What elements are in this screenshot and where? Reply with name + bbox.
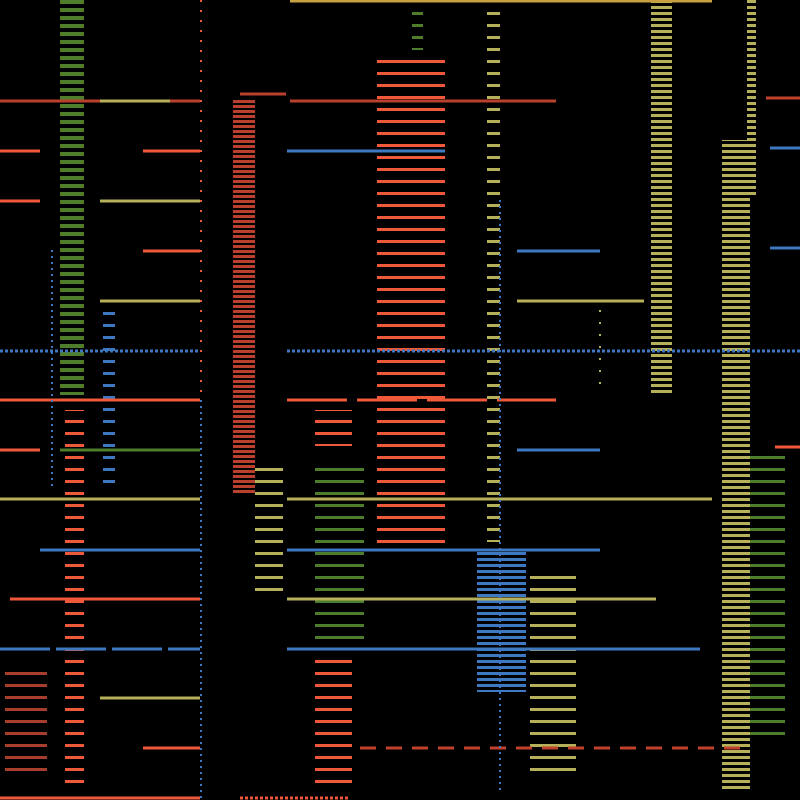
stripe-column	[750, 450, 785, 740]
stripe-column	[530, 572, 576, 777]
stripe-column	[747, 0, 756, 195]
stripe-column	[315, 660, 352, 788]
v-line-group	[51, 0, 601, 800]
stripe-column	[5, 670, 47, 780]
stripe-column	[255, 465, 283, 595]
stripe-column	[651, 0, 672, 395]
stripe-column	[377, 60, 445, 548]
stripe-column	[477, 552, 526, 692]
stripe-column	[487, 12, 500, 542]
stripe-column	[412, 10, 423, 50]
stripe-column	[60, 0, 84, 395]
stripe-column	[722, 140, 750, 790]
stripe-column	[315, 410, 352, 446]
stripe-column	[233, 100, 255, 495]
